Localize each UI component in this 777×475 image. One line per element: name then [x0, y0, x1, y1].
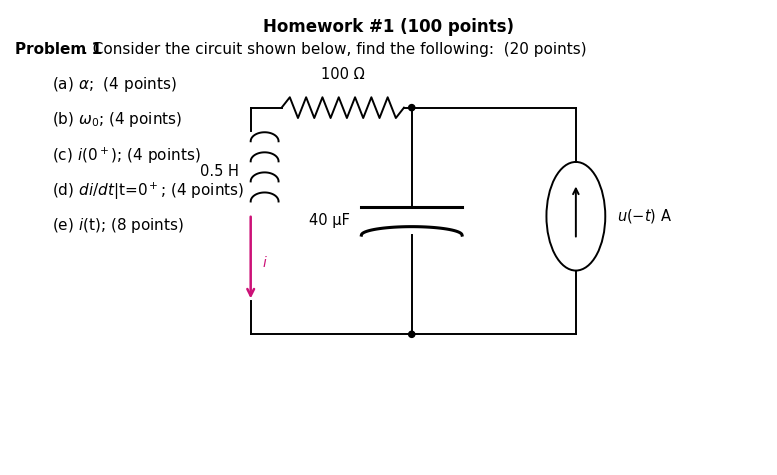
- Text: (a) $\alpha$;  (4 points): (a) $\alpha$; (4 points): [52, 75, 176, 94]
- Text: 0.5 H: 0.5 H: [200, 164, 239, 179]
- Text: (c) $i(0^+)$; (4 points): (c) $i(0^+)$; (4 points): [52, 145, 200, 166]
- Text: $i$: $i$: [263, 255, 268, 270]
- Text: 100 Ω: 100 Ω: [321, 66, 364, 82]
- Text: (b) $\omega_0$; (4 points): (b) $\omega_0$; (4 points): [52, 110, 182, 129]
- Text: $u(-t)$ A: $u(-t)$ A: [617, 207, 672, 225]
- Text: Homework #1 (100 points): Homework #1 (100 points): [263, 18, 514, 36]
- Text: . Consider the circuit shown below, find the following:  (20 points): . Consider the circuit shown below, find…: [83, 41, 587, 57]
- Text: 40 μF: 40 μF: [309, 213, 350, 228]
- Ellipse shape: [409, 104, 415, 111]
- Text: (d) $di/dt|$t=0$^+$; (4 points): (d) $di/dt|$t=0$^+$; (4 points): [52, 181, 244, 202]
- Text: Problem 1: Problem 1: [16, 41, 103, 57]
- Ellipse shape: [409, 331, 415, 337]
- Text: (e) $i$(t); (8 points): (e) $i$(t); (8 points): [52, 216, 184, 235]
